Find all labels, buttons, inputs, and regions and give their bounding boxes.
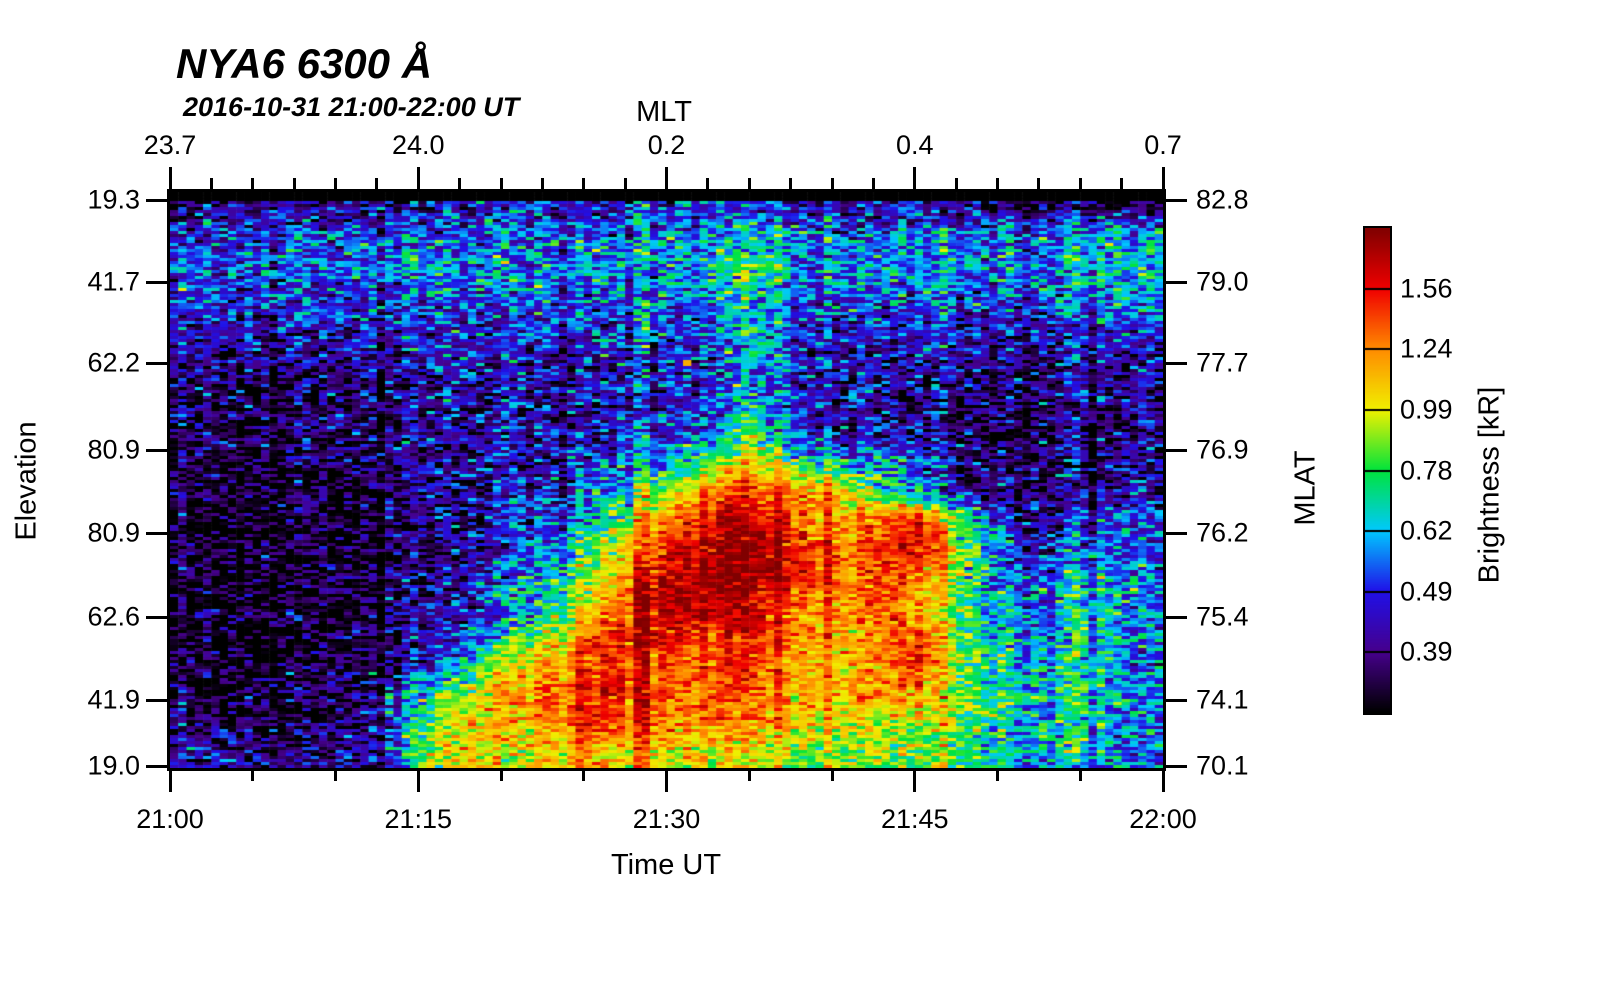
bottom-axis-major-tick [665, 768, 668, 792]
bottom-tick-label: 21:00 [136, 804, 204, 834]
bottom-axis-minor-tick [582, 768, 586, 781]
left-axis-tick [146, 198, 170, 202]
bottom-axis-major-tick [168, 768, 172, 792]
top-tick-label: 0.2 [647, 130, 686, 160]
left-axis-tick [146, 361, 170, 365]
colorbar-tick-label: 0.78 [1400, 455, 1453, 485]
right-axis-tick [1163, 531, 1187, 535]
right-axis-tick [1163, 361, 1187, 365]
left-tick-label: 41.9 [87, 684, 140, 715]
right-axis-tick [1163, 698, 1187, 702]
right-tick-label: 76.2 [1196, 517, 1249, 548]
bottom-axis-minor-tick [996, 768, 999, 781]
left-tick-label: 80.9 [87, 517, 140, 548]
top-axis-minor-tick [789, 178, 793, 189]
right-tick-label: 76.9 [1196, 434, 1249, 465]
top-axis-minor-tick [706, 178, 710, 189]
colorbar-tick-label: 0.62 [1400, 515, 1453, 546]
plot-title: NYA6 6300 Å [176, 40, 433, 87]
left-tick-label: 41.7 [87, 266, 140, 297]
left-tick-label: 62.6 [87, 601, 140, 632]
bottom-axis-minor-tick [334, 768, 337, 781]
bottom-axis-minor-tick [499, 768, 503, 781]
bottom-tick-label: 21:15 [384, 804, 453, 834]
left-axis-tick [146, 448, 170, 452]
top-axis-minor-tick [458, 178, 462, 189]
colorbar-tick-label: 0.99 [1400, 394, 1453, 425]
right-axis-tick [1163, 280, 1187, 284]
top-axis-minor-tick [251, 178, 255, 189]
left-tick-label: 62.2 [87, 347, 140, 378]
top-axis-minor-tick [582, 178, 586, 189]
top-axis-major-tick [1161, 167, 1165, 189]
right-axis-tick [1163, 764, 1187, 768]
top-tick-label: 24.0 [391, 130, 445, 160]
right-tick-label: 75.4 [1196, 601, 1249, 632]
top-axis-minor-tick [209, 178, 213, 189]
colorbar-title: Brightness [kR] [1473, 386, 1506, 584]
top-axis-minor-tick [830, 178, 834, 189]
top-axis-title: MLT [636, 96, 692, 128]
right-axis-tick [1163, 615, 1187, 619]
left-axis-tick [146, 764, 170, 768]
top-axis-minor-tick [292, 178, 296, 189]
left-axis-tick [146, 698, 170, 702]
top-tick-label: 23.7 [143, 130, 197, 160]
bottom-tick-label: 21:45 [880, 804, 949, 834]
colorbar-tick-label: 0.39 [1400, 636, 1453, 667]
top-axis-minor-tick [540, 178, 544, 189]
colorbar-gradient [1365, 228, 1390, 713]
colorbar-tick-label: 1.56 [1400, 273, 1453, 304]
right-tick-label: 79.0 [1196, 266, 1249, 297]
left-tick-label: 19.3 [87, 184, 140, 215]
top-axis-minor-tick [334, 178, 337, 189]
plot-subtitle: 2016-10-31 21:00-22:00 UT [183, 92, 520, 122]
keogram-heatmap [170, 192, 1163, 768]
right-tick-label: 70.1 [1196, 750, 1249, 781]
top-axis-minor-tick [1078, 178, 1082, 189]
left-axis-tick [146, 531, 170, 535]
top-axis-major-tick [416, 167, 420, 189]
right-axis-title: MLAT [1289, 450, 1322, 526]
left-tick-label: 19.0 [87, 750, 140, 781]
right-axis-tick [1163, 198, 1187, 202]
right-tick-label: 82.8 [1196, 184, 1249, 215]
top-tick-label: 0.4 [895, 130, 934, 160]
top-axis-minor-tick [623, 178, 627, 189]
bottom-axis-minor-tick [251, 768, 255, 781]
colorbar-frame [1363, 226, 1392, 715]
top-axis-major-tick [168, 167, 172, 189]
bottom-axis-minor-tick [1078, 768, 1082, 781]
right-tick-label: 77.7 [1196, 347, 1249, 378]
top-axis-minor-tick [1037, 178, 1041, 189]
left-tick-label: 80.9 [87, 434, 140, 465]
top-axis-major-tick [665, 167, 668, 189]
top-axis-minor-tick [871, 178, 875, 189]
top-axis-minor-tick [499, 178, 503, 189]
colorbar-tick-label: 1.24 [1400, 333, 1453, 364]
top-tick-label: 0.7 [1144, 130, 1182, 160]
bottom-axis-minor-tick [747, 768, 751, 781]
top-axis-minor-tick [954, 178, 958, 189]
left-axis-tick [146, 280, 170, 284]
bottom-tick-label: 21:30 [632, 804, 701, 834]
left-axis-tick [146, 615, 170, 619]
bottom-tick-label: 22:00 [1129, 804, 1197, 834]
top-axis-major-tick [913, 167, 917, 189]
right-tick-label: 74.1 [1196, 684, 1249, 715]
left-axis-title: Elevation [10, 421, 43, 541]
bottom-axis-major-tick [416, 768, 420, 792]
top-axis-minor-tick [747, 178, 751, 189]
colorbar-tick-label: 0.49 [1400, 576, 1453, 607]
bottom-axis-major-tick [1161, 768, 1165, 792]
top-axis-minor-tick [1120, 178, 1124, 189]
bottom-axis-major-tick [913, 768, 917, 792]
bottom-axis-title: Time UT [610, 849, 722, 881]
right-axis-tick [1163, 448, 1187, 452]
top-axis-minor-tick [375, 178, 379, 189]
bottom-axis-minor-tick [830, 768, 834, 781]
top-axis-minor-tick [996, 178, 999, 189]
